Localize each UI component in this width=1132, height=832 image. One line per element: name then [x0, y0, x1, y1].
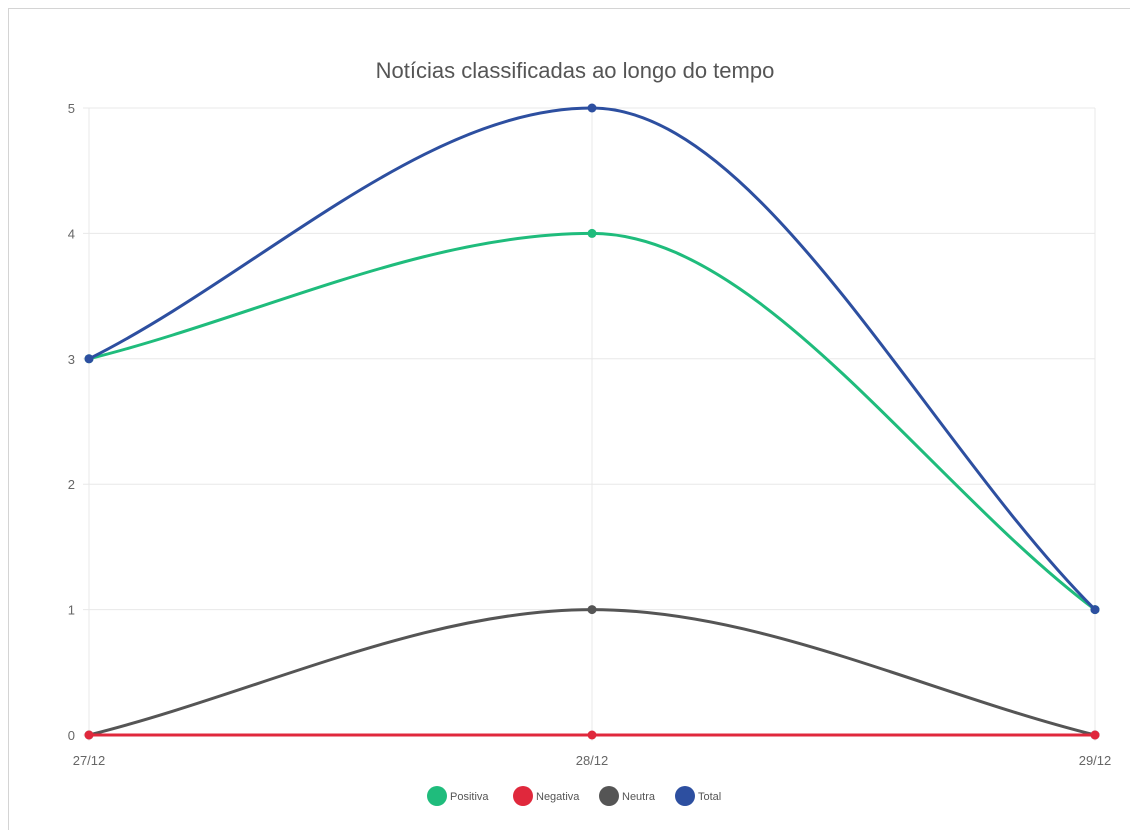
series-group — [84, 103, 1100, 740]
x-axis-ticks: 27/12 28/12 29/12 — [73, 753, 1112, 768]
series-line-total — [88, 106, 1097, 611]
data-point-negativa[interactable] — [84, 730, 94, 740]
legend-swatch — [599, 786, 619, 806]
chart-card — [8, 8, 1130, 830]
legend-label: Neutra — [622, 791, 656, 803]
legend[interactable]: Positiva Negativa Neutra Total — [427, 786, 721, 806]
legend-item-positiva[interactable]: Positiva — [427, 786, 489, 806]
y-tick-label: 0 — [68, 728, 75, 743]
x-tick-label: 27/12 — [73, 753, 106, 768]
y-tick-label: 1 — [68, 603, 75, 618]
x-tick-label: 29/12 — [1079, 753, 1112, 768]
legend-label: Negativa — [536, 791, 580, 803]
x-tick-label: 28/12 — [576, 753, 609, 768]
data-point-total[interactable] — [84, 354, 94, 364]
y-tick-label: 5 — [68, 101, 75, 116]
series-line-positiva — [88, 231, 1096, 611]
legend-swatch — [513, 786, 533, 806]
data-point-neutra[interactable] — [587, 605, 597, 615]
legend-swatch — [427, 786, 447, 806]
legend-label: Positiva — [450, 791, 489, 803]
y-tick-label: 3 — [68, 352, 75, 367]
data-point-negativa[interactable] — [587, 730, 597, 740]
chart-title: Notícias classificadas ao longo do tempo — [376, 58, 775, 83]
legend-label: Total — [698, 791, 721, 803]
data-point-positiva[interactable] — [587, 228, 597, 238]
y-axis-ticks: 0 1 2 3 4 5 — [68, 101, 75, 743]
legend-item-negativa[interactable]: Negativa — [513, 786, 580, 806]
legend-swatch — [675, 786, 695, 806]
y-tick-label: 2 — [68, 477, 75, 492]
legend-item-total[interactable]: Total — [675, 786, 721, 806]
data-point-total[interactable] — [587, 103, 597, 113]
legend-item-neutra[interactable]: Neutra — [599, 786, 656, 806]
y-tick-label: 4 — [68, 226, 75, 241]
data-point-total[interactable] — [1090, 605, 1100, 615]
data-point-negativa[interactable] — [1090, 730, 1100, 740]
